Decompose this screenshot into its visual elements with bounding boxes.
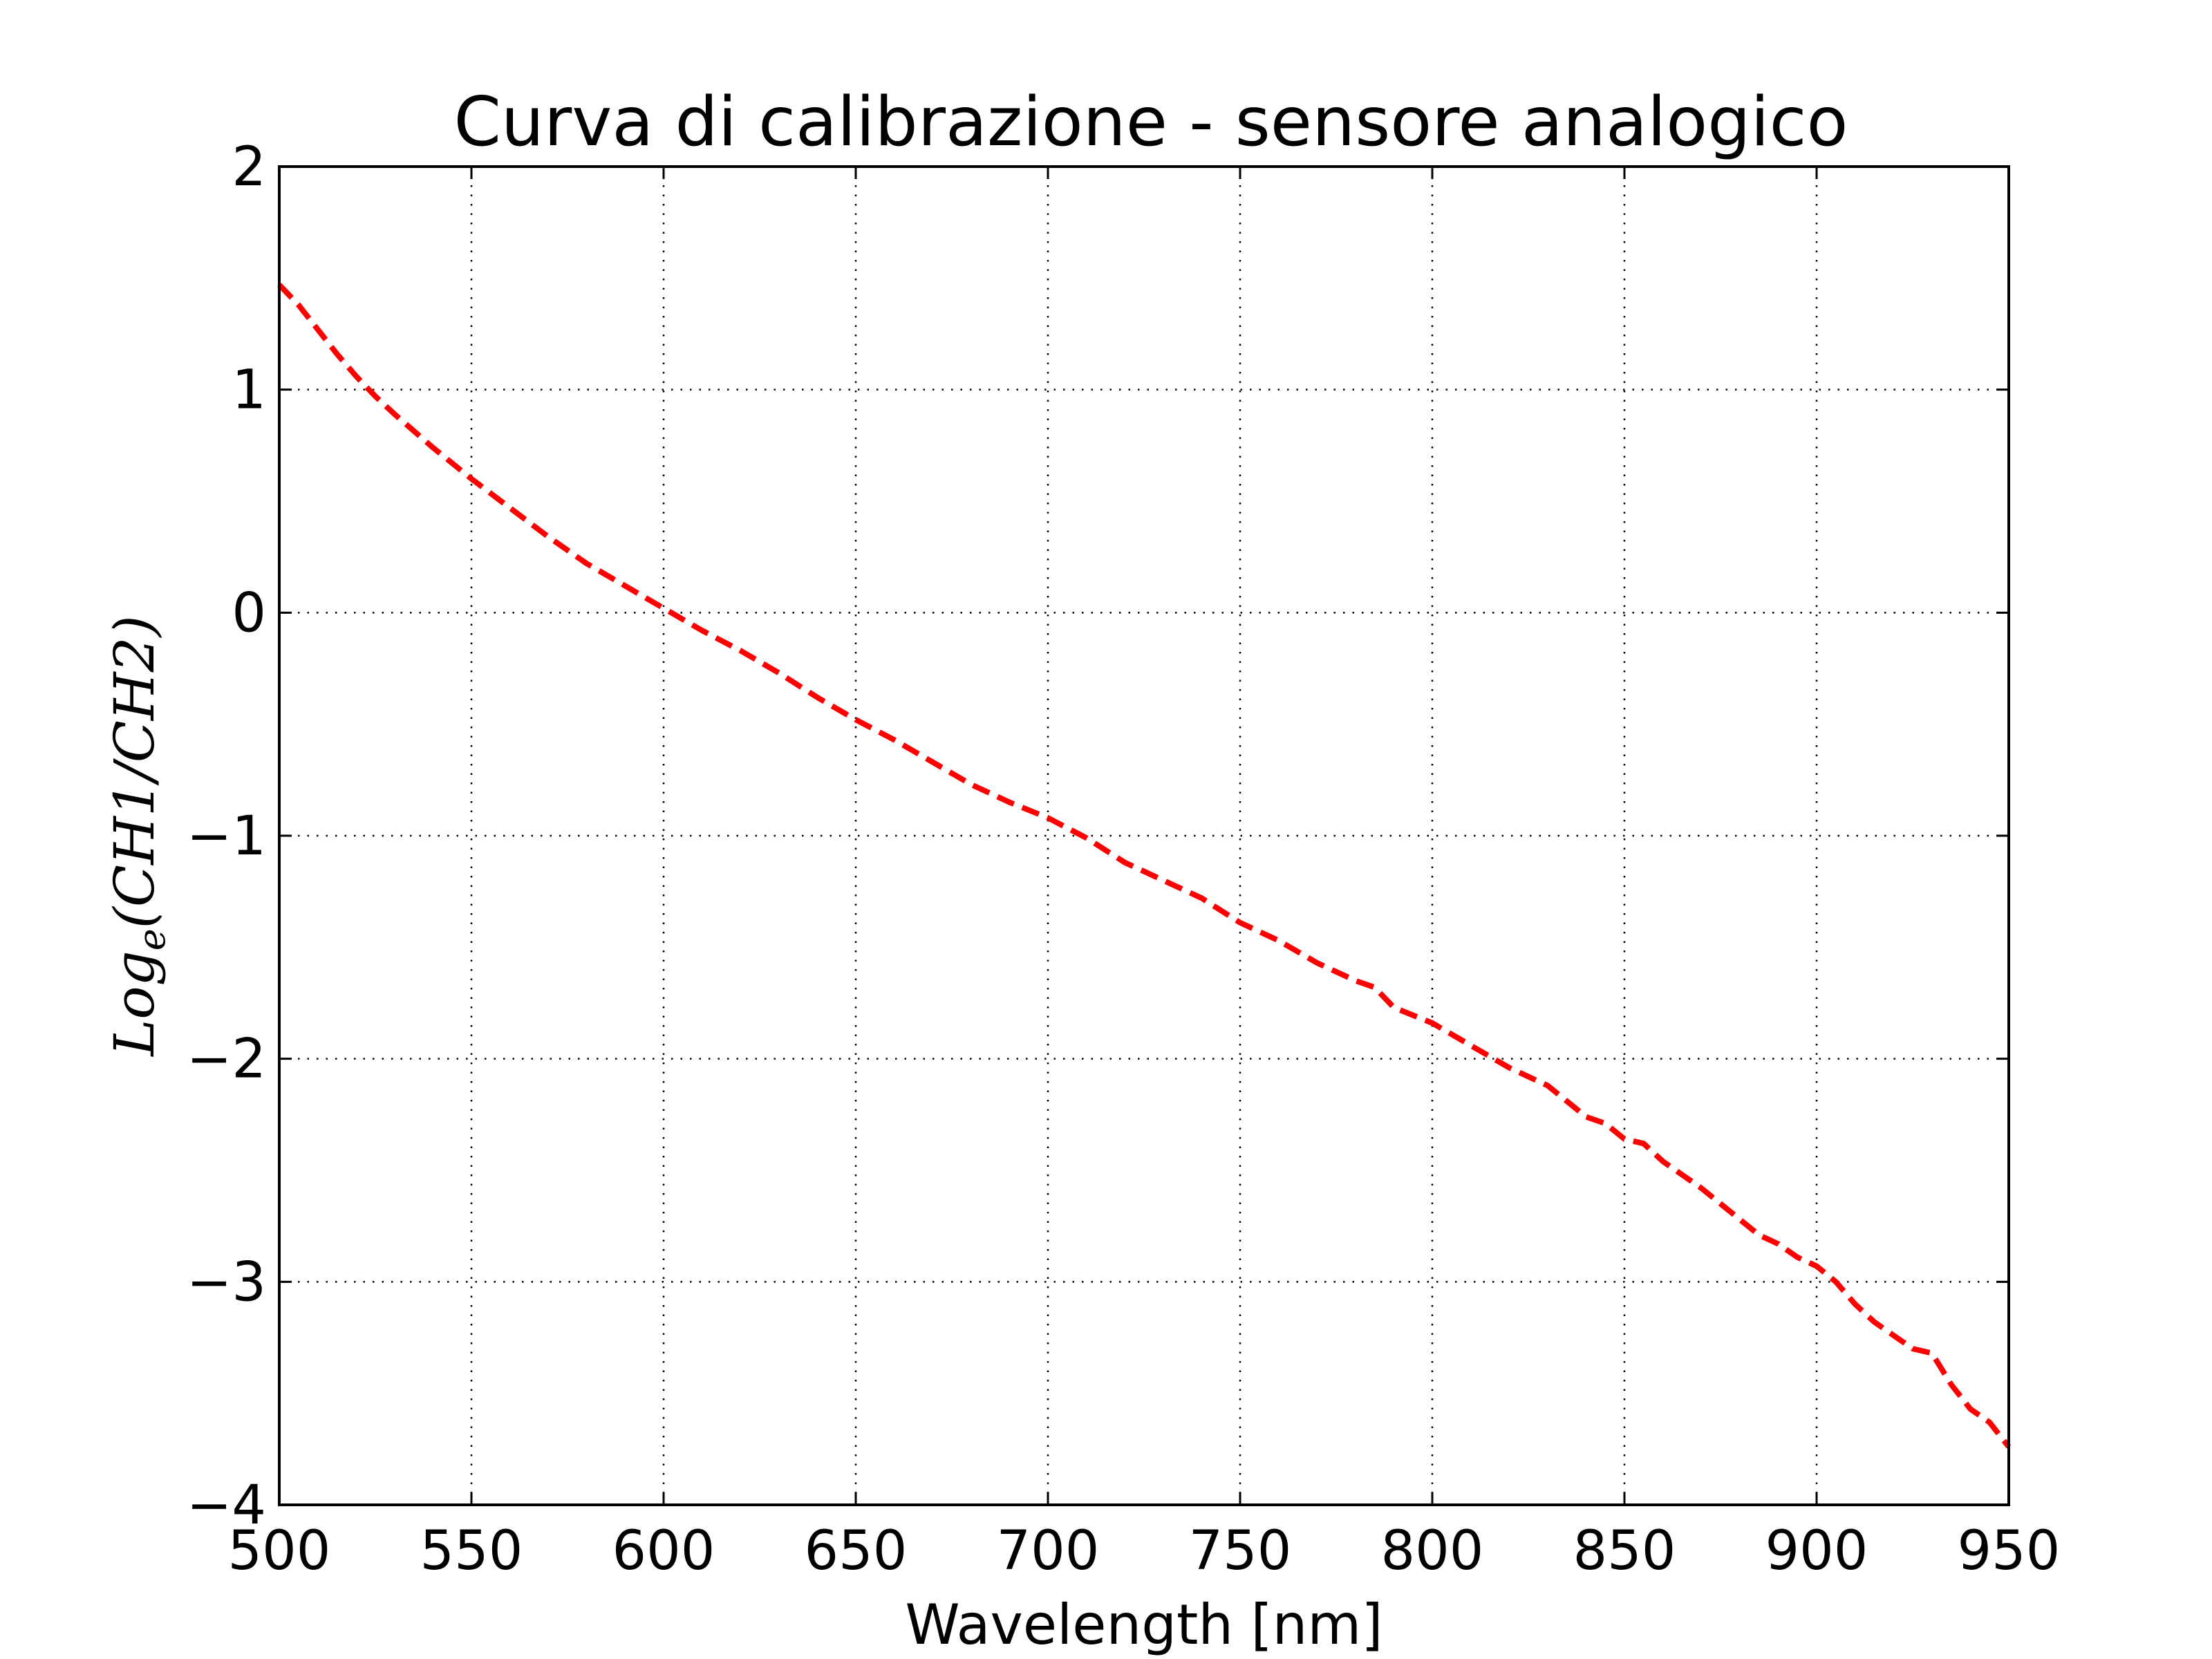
y-tick-label: 1 (232, 359, 266, 422)
x-tick-label: 950 (1958, 1520, 2061, 1582)
x-tick-label: 850 (1573, 1520, 1676, 1582)
y-tick-label: −4 (187, 1474, 266, 1537)
x-tick-label: 550 (420, 1520, 523, 1582)
x-tick-label: 900 (1765, 1520, 1868, 1582)
x-tick-label: 800 (1381, 1520, 1484, 1582)
y-axis-label-base: Log (102, 950, 167, 1058)
x-tick-label: 650 (805, 1520, 908, 1582)
y-axis-label-subscript: e (130, 928, 174, 950)
ticks (278, 165, 2010, 1506)
y-tick-label: −3 (187, 1251, 266, 1313)
y-tick-label: 2 (232, 136, 266, 198)
y-tick-label: −1 (187, 805, 266, 868)
series-line (277, 283, 2012, 1449)
y-axis-label: Loge(CH1/CH2) (102, 615, 174, 1058)
series-layer (277, 283, 2012, 1449)
grid (278, 165, 2010, 1506)
chart-title: Curva di calibrazione - sensore analogic… (454, 83, 1848, 162)
plot-frame (278, 165, 2010, 1506)
x-tick-label: 700 (997, 1520, 1100, 1582)
x-axis-label: Wavelength [nm] (905, 1593, 1382, 1657)
x-tick-label: 500 (228, 1520, 331, 1582)
y-tick-label: 0 (232, 582, 266, 644)
x-tick-labels: 500 550 600 650 700 750 800 850 900 950 (228, 1520, 2061, 1582)
x-tick-label: 600 (612, 1520, 715, 1582)
y-tick-label: −2 (187, 1029, 266, 1091)
x-tick-label: 750 (1189, 1520, 1292, 1582)
y-tick-labels: 2 1 0 −1 −2 −3 −4 (187, 136, 266, 1537)
y-axis-label-rest: (CH1/CH2) (102, 615, 167, 928)
